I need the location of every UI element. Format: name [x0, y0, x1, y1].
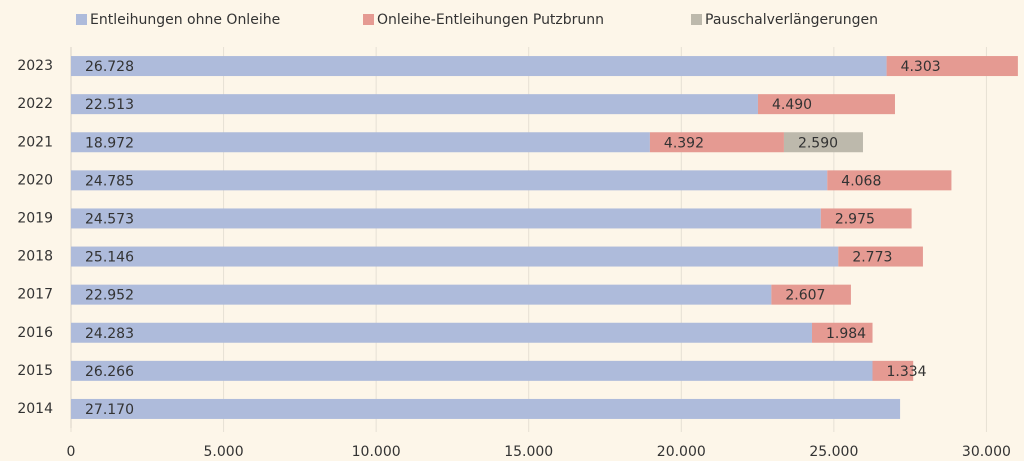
bar-segment	[771, 284, 851, 305]
bar-segment	[838, 246, 923, 267]
x-tick-label: 20.000	[657, 444, 706, 460]
y-tick-label: 2023	[17, 58, 53, 74]
bar-segment	[820, 208, 912, 229]
value-label: 2.590	[798, 135, 838, 151]
value-label: 4.068	[841, 173, 881, 189]
bar-segment	[811, 322, 873, 343]
value-label: 24.283	[85, 326, 134, 342]
bar-segment	[757, 94, 895, 115]
value-label: 4.490	[772, 97, 812, 113]
value-label: 27.170	[85, 402, 134, 418]
bar-segment	[71, 246, 839, 267]
legend-label: Entleihungen ohne Onleihe	[90, 12, 280, 28]
value-label: 2.773	[852, 250, 892, 266]
y-tick-label: 2016	[17, 325, 53, 341]
value-label: 24.573	[85, 211, 134, 227]
bar-segment	[71, 360, 873, 381]
x-tick-label: 5.000	[204, 444, 244, 460]
value-label: 1.334	[886, 364, 926, 380]
x-tick-label: 0	[67, 444, 76, 460]
legend-swatch	[363, 14, 374, 25]
value-label: 4.303	[901, 59, 941, 75]
x-tick-label: 10.000	[352, 444, 401, 460]
y-tick-label: 2014	[17, 401, 53, 417]
y-tick-label: 2021	[17, 134, 53, 150]
bar-segment	[71, 94, 758, 115]
bar-segment	[71, 284, 772, 305]
y-tick-label: 2019	[17, 210, 53, 226]
y-tick-label: 2017	[17, 287, 53, 303]
legend-label: Onleihe-Entleihungen Putzbrunn	[377, 12, 604, 28]
y-tick-label: 2020	[17, 172, 53, 188]
value-label: 2.975	[835, 211, 875, 227]
value-label: 1.984	[826, 326, 866, 342]
x-tick-label: 25.000	[809, 444, 858, 460]
bar-segment	[71, 398, 901, 419]
y-tick-label: 2022	[17, 96, 53, 112]
value-label: 26.728	[85, 59, 134, 75]
value-label: 25.146	[85, 250, 134, 266]
legend-swatch	[691, 14, 702, 25]
value-label: 4.392	[664, 135, 704, 151]
y-tick-label: 2018	[17, 249, 53, 265]
value-label: 26.266	[85, 364, 134, 380]
x-tick-label: 15.000	[504, 444, 553, 460]
value-label: 22.513	[85, 97, 134, 113]
bar-segment	[649, 132, 784, 153]
y-tick-label: 2015	[17, 363, 53, 379]
value-label: 22.952	[85, 288, 134, 304]
legend-swatch	[76, 14, 87, 25]
bar-segment	[71, 208, 821, 229]
bar-segment	[71, 56, 887, 77]
value-label: 18.972	[85, 135, 134, 151]
value-label: 2.607	[785, 288, 825, 304]
value-label: 24.785	[85, 173, 134, 189]
bar-segment	[886, 56, 1018, 77]
bar-segment	[71, 322, 812, 343]
legend-label: Pauschalverlängerungen	[705, 12, 878, 28]
x-tick-label: 30.000	[962, 444, 1011, 460]
bar-segment	[71, 170, 828, 191]
bar-segment	[872, 360, 914, 381]
bar-segment	[827, 170, 952, 191]
bar-segment	[71, 132, 650, 153]
bar-segment	[783, 132, 863, 153]
